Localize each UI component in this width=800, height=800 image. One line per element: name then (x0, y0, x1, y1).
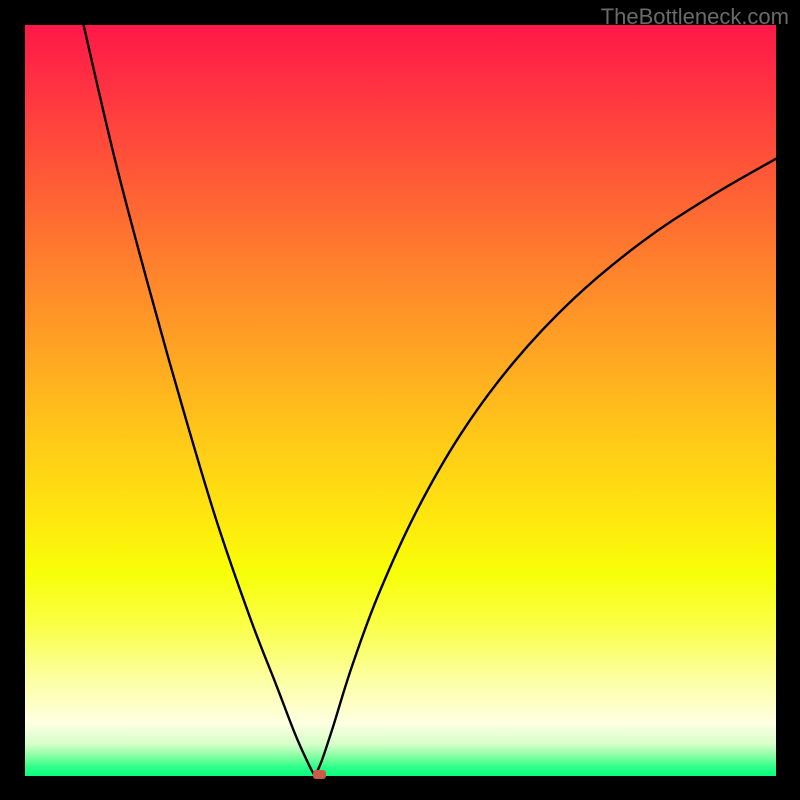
vertex-marker (313, 770, 326, 779)
bottleneck-curve (25, 25, 776, 776)
plot-area (25, 25, 776, 776)
watermark-text: TheBottleneck.com (601, 4, 789, 30)
chart-container: TheBottleneck.com (0, 0, 800, 800)
